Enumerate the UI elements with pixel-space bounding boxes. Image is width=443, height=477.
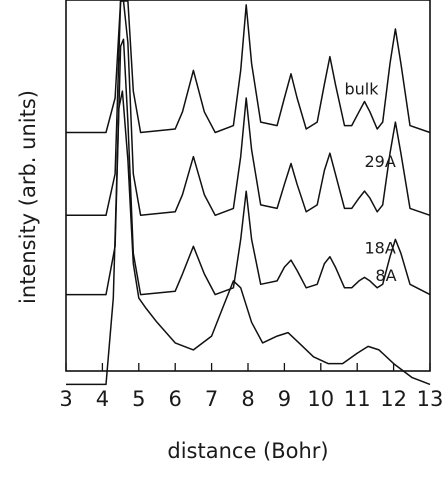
y-axis-title: intensity (arb. units) <box>16 90 40 304</box>
series-line-bulk <box>66 0 431 134</box>
x-tick-label-11: 11 <box>344 387 371 411</box>
x-tick-label-4: 4 <box>96 387 109 411</box>
x-tick-label-5: 5 <box>132 387 145 411</box>
series-label-29a: 29A <box>365 152 396 171</box>
series-label-bulk: bulk <box>345 80 380 99</box>
x-tick-label-6: 6 <box>169 387 182 411</box>
x-axis-title: distance (Bohr) <box>167 439 328 463</box>
x-tick-label-7: 7 <box>205 387 218 411</box>
x-tick-label-3: 3 <box>59 387 72 411</box>
series-curves <box>66 0 431 386</box>
series-line-8a <box>66 90 431 386</box>
x-tick-label-13: 13 <box>417 387 443 411</box>
series-labels: bulk 29A 18A 8A <box>345 80 397 285</box>
x-axis-ticks <box>65 363 431 371</box>
x-tick-label-8: 8 <box>241 387 254 411</box>
x-axis-tick-labels: 3 4 5 6 7 8 9 10 11 12 13 <box>59 387 443 411</box>
series-line-29a <box>66 0 431 217</box>
x-tick-label-10: 10 <box>307 387 334 411</box>
series-label-18a: 18A <box>365 238 396 257</box>
x-tick-label-12: 12 <box>380 387 407 411</box>
series-label-8a: 8A <box>375 266 396 285</box>
x-tick-label-9: 9 <box>278 387 291 411</box>
series-line-18a <box>66 38 431 296</box>
